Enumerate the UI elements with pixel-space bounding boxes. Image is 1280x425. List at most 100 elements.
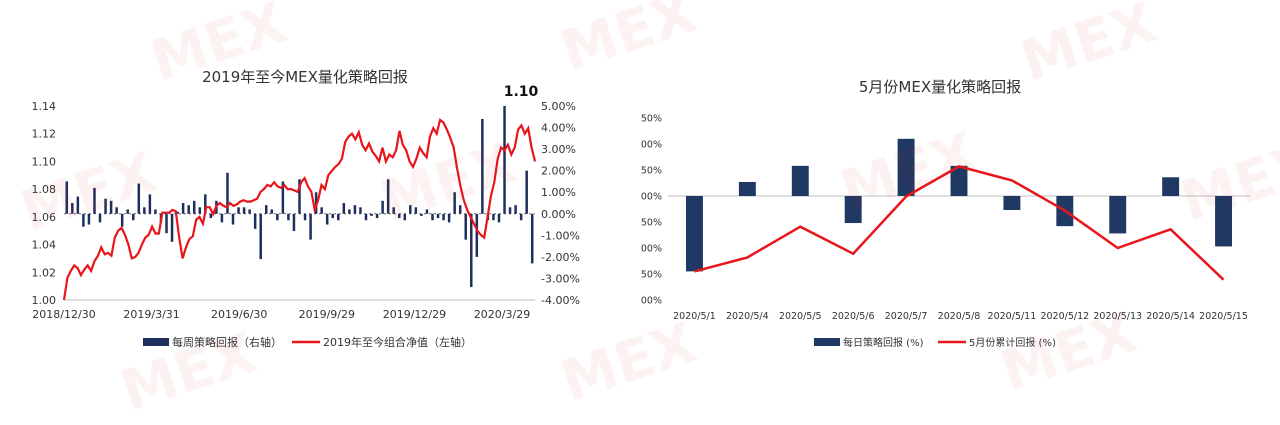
weekly-return-bar <box>470 213 473 288</box>
legend-label-daily: 每日策略回报 (%) <box>843 336 924 349</box>
weekly-return-bar <box>287 213 290 221</box>
weekly-return-bar <box>525 170 528 214</box>
x-axis-tick-label: 2019/12/29 <box>383 308 446 321</box>
daily-return-bar <box>950 165 968 196</box>
weekly-return-bar <box>409 205 412 214</box>
legend-swatch-weekly <box>143 338 169 346</box>
right-axis-tick-label: 1.00% <box>541 186 576 199</box>
weekly-return-bar <box>242 207 246 214</box>
weekly-return-bar <box>187 205 190 214</box>
weekly-return-bar <box>386 179 390 214</box>
weekly-return-bar <box>109 200 113 214</box>
right-axis-tick-label: 0.00% <box>541 208 576 221</box>
y-axis-tick-label: -1.00% <box>640 244 662 255</box>
weekly-return-bar <box>453 192 456 214</box>
weekly-return-bar <box>137 183 141 214</box>
x-axis-tick-label: 2020/5/14 <box>1146 311 1195 322</box>
weekly-return-bar <box>120 213 124 227</box>
weekly-return-bar <box>519 213 523 221</box>
weekly-return-bar <box>248 209 251 214</box>
weekly-return-bar <box>270 209 274 214</box>
chart-legend: 每日策略回报 (%) 5月份累计回报 (%) <box>814 336 1056 349</box>
left-axis-tick-label: 1.04 <box>32 239 57 252</box>
y-axis-tick-label: 0.50% <box>640 166 662 177</box>
weekly-return-bar <box>265 205 268 214</box>
weekly-return-bar <box>447 213 451 223</box>
x-axis-tick-label: 2020/5/13 <box>1093 311 1142 322</box>
weekly-return-bar <box>126 209 129 214</box>
right-axis-tick-label: -4.00% <box>541 294 580 307</box>
weekly-return-bar <box>464 213 467 240</box>
weekly-return-bar <box>530 213 534 264</box>
weekly-return-bar <box>492 213 495 221</box>
cumulative-return-line <box>694 165 1225 281</box>
weekly-return-bar <box>181 203 185 214</box>
x-axis-tick-label: 2020/5/11 <box>988 311 1037 322</box>
weekly-return-bar <box>298 179 301 214</box>
chart-title: 2019年至今MEX量化策略回报 <box>202 68 408 86</box>
weekly-return-bar <box>508 207 512 214</box>
weekly-return-bar <box>292 213 296 232</box>
weekly-return-bar <box>192 200 196 214</box>
right-chart-panel: 5月份MEX量化策略回报 -2.00% -1.50% -1.00% -0.50% 0.0… <box>640 0 1280 400</box>
y-axis-tick-label: 0.00% <box>640 192 662 203</box>
x-axis-tick-label: 2020/5/4 <box>726 311 769 322</box>
weekly-return-bar <box>104 198 107 214</box>
weekly-return-bar <box>76 196 80 214</box>
weekly-return-bar <box>309 213 312 240</box>
weekly-return-bar <box>198 207 202 214</box>
weekly-return-bar <box>209 213 213 219</box>
x-axis-tick-label: 2018/12/30 <box>32 308 95 321</box>
weekly-return-bar <box>132 213 135 221</box>
weekly-return-bar <box>165 213 168 234</box>
weekly-return-bar <box>458 205 462 214</box>
x-axis-tick-label: 2019/6/30 <box>211 308 267 321</box>
x-axis-tick-label: 2019/9/29 <box>299 308 355 321</box>
right-axis-tick-label: -3.00% <box>541 272 580 285</box>
daily-return-bar <box>1162 177 1180 196</box>
x-axis-tick-label: 2020/5/8 <box>938 311 981 322</box>
weekly-return-bar <box>481 118 484 214</box>
left-axis-tick-label: 1.12 <box>32 128 57 141</box>
x-axis-tick-label: 2020/5/12 <box>1040 311 1089 322</box>
weekly-return-bar <box>320 207 323 214</box>
weekly-return-bar <box>143 207 146 214</box>
x-axis-tick-label: 2020/3/29 <box>474 308 530 321</box>
weekly-return-bar <box>514 205 517 214</box>
weekly-return-bar <box>154 209 157 214</box>
y-axis-tick-label: -0.50% <box>640 218 662 229</box>
weekly-return-bar <box>93 187 96 214</box>
weekly-return-bar <box>353 205 357 214</box>
right-axis-tick-label: -1.00% <box>541 229 580 242</box>
x-axis-tick-label: 2020/5/6 <box>832 311 875 322</box>
left-axis-tick-label: 1.08 <box>32 183 57 196</box>
weekly-return-bar <box>65 181 69 214</box>
daily-return-bar <box>738 181 756 196</box>
right-axis-tick-label: -2.00% <box>541 251 580 264</box>
daily-return-bar <box>685 196 703 272</box>
right-axis-tick-label: 4.00% <box>541 122 576 135</box>
legend-swatch-daily <box>814 338 840 346</box>
x-axis-tick-label: 2020/5/7 <box>885 311 928 322</box>
weekly-return-bar <box>82 213 85 227</box>
weekly-return-bar <box>375 213 379 219</box>
weekly-return-bar <box>148 194 152 214</box>
daily-return-bar <box>844 196 862 224</box>
weekly-return-bar <box>436 213 440 219</box>
weekly-return-bar <box>303 213 307 221</box>
right-axis-tick-label: 2.00% <box>541 165 576 178</box>
weekly-return-bar <box>370 213 373 216</box>
chart-legend: 每周策略回报（右轴） 2019年至今组合净值（左轴） <box>143 335 472 349</box>
x-axis-tick-label: 2020/5/5 <box>779 311 822 322</box>
daily-return-bar <box>1109 196 1127 234</box>
legend-label-cumulative: 5月份累计回报 (%) <box>969 336 1056 349</box>
weekly-return-bar <box>281 181 285 214</box>
x-axis-tick-label: 2020/5/15 <box>1199 311 1248 322</box>
weekly-return-bar <box>397 213 401 219</box>
weekly-return-bar <box>348 209 351 214</box>
weekly-return-bar <box>381 200 384 214</box>
weekly-return-bar <box>115 207 118 214</box>
weekly-return-bar <box>364 213 368 221</box>
daily-return-bar <box>1215 196 1233 247</box>
left-chart-panel: 2019年至今MEX量化策略回报 1.10 1.00 1.02 1.04 1.06 1.… <box>0 0 640 400</box>
